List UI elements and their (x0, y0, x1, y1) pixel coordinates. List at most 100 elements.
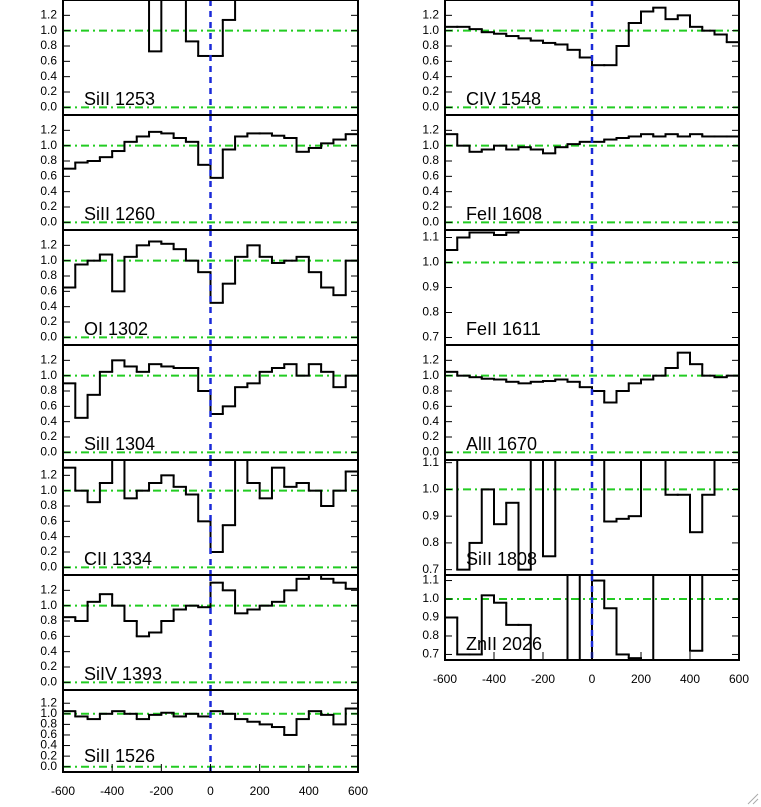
y-tick-label: 0.4 (40, 644, 57, 658)
panel-label: OI 1302 (84, 319, 148, 339)
y-tick-label: 0.8 (40, 153, 57, 167)
y-tick-label: 0.8 (40, 268, 57, 282)
y-tick-label: 0.2 (422, 84, 439, 98)
step-connector (74, 241, 347, 303)
y-tick-label: 1.1 (422, 573, 439, 587)
step-connector (468, 7, 728, 66)
panel-label: FeII 1608 (466, 204, 542, 224)
x-tick-label: -400 (100, 784, 124, 798)
y-tick-label: 0.4 (40, 69, 57, 83)
x-tick-label: -400 (482, 672, 506, 686)
y-tick-label: 0.4 (40, 738, 57, 752)
panel-label: SiII 1260 (84, 204, 155, 224)
y-tick-label: 0.8 (40, 383, 57, 397)
step-connector (456, 352, 728, 403)
panel (63, 345, 358, 460)
y-tick-label: 0.6 (40, 727, 57, 741)
y-tick-label: 0.6 (422, 169, 439, 183)
y-tick-label: 0.6 (40, 514, 57, 528)
panel-label: CII 1334 (84, 549, 152, 569)
y-tick-label: 0.4 (40, 184, 57, 198)
y-tick-label: 1.2 (40, 238, 57, 252)
panel (445, 230, 739, 345)
panel-label: SiII 1304 (84, 434, 155, 454)
y-tick-label: 1.0 (40, 368, 57, 382)
y-tick-label: 0.4 (422, 69, 439, 83)
y-tick-label: 0.8 (422, 628, 439, 642)
panel-label: AlII 1670 (466, 434, 537, 454)
y-tick-label: 1.2 (40, 353, 57, 367)
y-tick-label: 0.8 (40, 717, 57, 731)
y-tick-label: 0.2 (40, 314, 57, 328)
y-tick-label: 1.0 (422, 255, 439, 269)
y-tick-label: 0.9 (422, 508, 439, 522)
x-tick-label: -600 (51, 784, 75, 798)
y-tick-label: 0.2 (40, 659, 57, 673)
y-tick-label: 1.0 (40, 253, 57, 267)
y-tick-label: 1.0 (40, 706, 57, 720)
step-connector (148, 0, 237, 56)
x-tick-label: -200 (531, 672, 555, 686)
y-tick-label: 1.1 (422, 230, 439, 244)
y-tick-label: 1.0 (422, 23, 439, 37)
y-tick-label: 1.0 (40, 23, 57, 37)
y-tick-label: 0.7 (422, 562, 439, 576)
step-connector (74, 360, 347, 418)
y-tick-label: 0.8 (422, 383, 439, 397)
y-tick-label: 0.8 (40, 613, 57, 627)
y-tick-label: 0.0 (40, 675, 57, 689)
panel (445, 460, 739, 575)
panel-label: SiII 1808 (466, 549, 537, 569)
y-tick-label: 0.4 (40, 299, 57, 313)
y-tick-label: 0.2 (40, 544, 57, 558)
y-tick-label: 0.8 (422, 38, 439, 52)
y-tick-label: 0.2 (40, 429, 57, 443)
y-tick-label: 0.6 (40, 399, 57, 413)
step-connector (74, 460, 347, 552)
x-tick-label: 200 (631, 672, 651, 686)
panel-label: SiII 1526 (84, 746, 155, 766)
x-tick-label: 400 (680, 672, 700, 686)
y-tick-label: 1.2 (422, 123, 439, 137)
y-tick-label: 1.0 (40, 598, 57, 612)
y-tick-label: 0.0 (40, 560, 57, 574)
y-tick-label: 1.2 (40, 468, 57, 482)
y-tick-label: 1.1 (422, 455, 439, 469)
panel (63, 575, 358, 690)
panel-label: SiII 1253 (84, 89, 155, 109)
y-tick-label: 0.0 (40, 759, 57, 773)
panel (445, 0, 739, 115)
y-tick-label: 0.4 (40, 529, 57, 543)
y-tick-label: 0.6 (40, 629, 57, 643)
x-tick-label: 0 (589, 672, 596, 686)
y-tick-label: 0.2 (422, 199, 439, 213)
x-tick-label: 400 (299, 784, 319, 798)
x-tick-label: -200 (149, 784, 173, 798)
y-tick-label: 1.2 (422, 353, 439, 367)
panel (445, 115, 739, 230)
y-tick-label: 0.8 (40, 498, 57, 512)
y-tick-label: 0.2 (40, 84, 57, 98)
step-connector (456, 134, 704, 154)
panel (445, 575, 739, 660)
y-tick-label: 0.4 (422, 184, 439, 198)
y-tick-label: 0.9 (422, 610, 439, 624)
y-tick-label: 1.0 (40, 483, 57, 497)
y-tick-label: 0.2 (422, 429, 439, 443)
y-tick-label: 1.2 (40, 123, 57, 137)
y-tick-label: 0.0 (422, 215, 439, 229)
y-tick-label: 0.7 (422, 647, 439, 661)
y-tick-label: 0.0 (40, 215, 57, 229)
panel (63, 115, 358, 230)
y-tick-label: 0.2 (40, 199, 57, 213)
panel-label: ZnII 2026 (466, 634, 542, 654)
panel (445, 345, 739, 460)
panel (63, 0, 358, 115)
y-tick-label: 0.2 (40, 748, 57, 762)
x-tick-label: 200 (250, 784, 270, 798)
y-tick-label: 1.0 (422, 591, 439, 605)
step-connector (74, 708, 347, 735)
y-tick-label: 0.6 (40, 284, 57, 298)
y-tick-label: 0.6 (40, 169, 57, 183)
y-tick-label: 0.8 (422, 153, 439, 167)
